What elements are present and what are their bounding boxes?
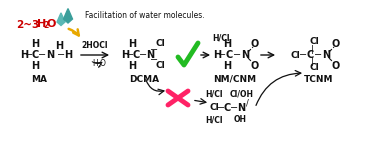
- Text: H: H: [223, 61, 231, 71]
- Text: H: H: [55, 41, 63, 51]
- Text: H: H: [31, 61, 39, 71]
- Text: 2~3: 2~3: [16, 20, 40, 30]
- Text: H: H: [37, 19, 46, 29]
- Polygon shape: [57, 13, 65, 26]
- Text: |: |: [311, 44, 313, 53]
- Text: O: O: [251, 61, 259, 71]
- Text: H/Cl: H/Cl: [212, 33, 230, 42]
- Text: H/Cl: H/Cl: [205, 89, 223, 98]
- Text: H: H: [213, 50, 221, 60]
- Text: C: C: [223, 103, 231, 113]
- Text: O: O: [251, 39, 259, 49]
- Text: −: −: [233, 50, 241, 60]
- Text: H: H: [92, 60, 98, 69]
- Text: /: /: [246, 98, 248, 108]
- Text: MA: MA: [31, 75, 47, 84]
- Text: 2: 2: [44, 22, 49, 31]
- Text: N: N: [46, 50, 54, 60]
- Text: H: H: [64, 50, 72, 60]
- Text: C: C: [31, 50, 39, 60]
- Text: N: N: [237, 103, 245, 113]
- Text: C: C: [225, 50, 232, 60]
- Text: −: −: [314, 50, 322, 60]
- Text: NM/CNM: NM/CNM: [214, 75, 257, 84]
- Text: −: −: [57, 50, 65, 60]
- Text: 2HOCl: 2HOCl: [82, 40, 108, 49]
- Text: −: −: [299, 50, 307, 60]
- Text: −: −: [218, 50, 226, 60]
- Text: −: −: [217, 103, 225, 113]
- Text: C: C: [307, 50, 314, 60]
- Text: C: C: [132, 50, 139, 60]
- Polygon shape: [64, 9, 73, 23]
- Text: TCNM: TCNM: [304, 75, 334, 84]
- Text: Cl: Cl: [309, 38, 319, 46]
- Text: O: O: [332, 39, 340, 49]
- Text: H: H: [20, 50, 28, 60]
- Text: 2: 2: [97, 63, 101, 68]
- Text: Facilitation of water molecules.: Facilitation of water molecules.: [85, 11, 205, 20]
- Text: N: N: [241, 50, 249, 60]
- Text: H/Cl: H/Cl: [205, 115, 223, 124]
- Text: |: |: [311, 57, 313, 66]
- Text: Cl: Cl: [309, 64, 319, 73]
- Text: H: H: [121, 50, 129, 60]
- Text: H: H: [31, 39, 39, 49]
- Text: Cl/OH: Cl/OH: [230, 89, 254, 98]
- Text: DCMA: DCMA: [129, 75, 159, 84]
- Text: O: O: [46, 19, 56, 29]
- Text: −: −: [139, 50, 147, 60]
- Text: H: H: [223, 39, 231, 49]
- Text: −: −: [230, 103, 238, 113]
- Text: O: O: [332, 61, 340, 71]
- Text: H: H: [128, 39, 136, 49]
- Text: OH: OH: [234, 115, 246, 124]
- Text: H: H: [128, 61, 136, 71]
- Text: Cl: Cl: [209, 104, 219, 113]
- Text: −: −: [25, 50, 33, 60]
- Text: Cl: Cl: [155, 40, 165, 49]
- Text: N: N: [146, 50, 154, 60]
- Text: −: −: [150, 45, 158, 55]
- Text: −: −: [126, 50, 134, 60]
- Text: Cl: Cl: [290, 51, 300, 60]
- Text: O: O: [100, 60, 106, 69]
- Text: Cl: Cl: [155, 62, 165, 71]
- Text: −: −: [38, 50, 46, 60]
- Text: N: N: [322, 50, 330, 60]
- Text: −: −: [150, 55, 158, 65]
